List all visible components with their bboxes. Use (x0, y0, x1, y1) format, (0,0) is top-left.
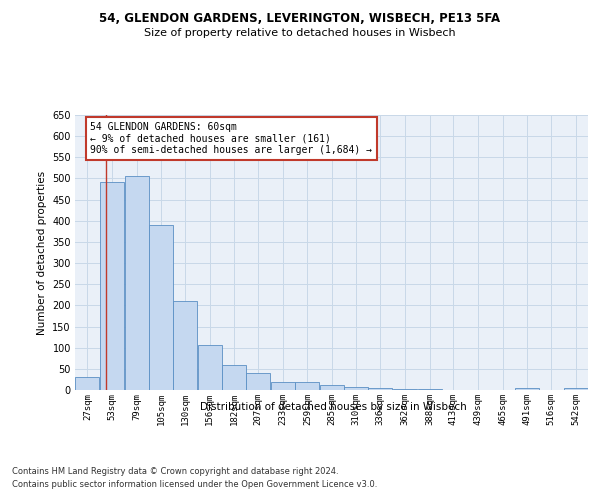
Bar (75, 378, 100, 390)
Bar (222, 365, 247, 390)
Y-axis label: Number of detached properties: Number of detached properties (37, 170, 47, 334)
Text: Contains HM Land Registry data © Crown copyright and database right 2024.: Contains HM Land Registry data © Crown c… (12, 468, 338, 476)
Bar (344, 386, 368, 390)
Bar (368, 388, 392, 390)
Bar (271, 382, 295, 390)
Text: 54 GLENDON GARDENS: 60sqm
← 9% of detached houses are smaller (161)
90% of semi-: 54 GLENDON GARDENS: 60sqm ← 9% of detach… (91, 122, 373, 155)
Bar (125, 176, 149, 390)
Text: Contains public sector information licensed under the Open Government Licence v3: Contains public sector information licen… (12, 480, 377, 489)
Text: 54, GLENDON GARDENS, LEVERINGTON, WISBECH, PE13 5FA: 54, GLENDON GARDENS, LEVERINGTON, WISBEC… (100, 12, 500, 26)
Bar (246, 372, 270, 390)
Bar (320, 386, 344, 390)
Bar (295, 382, 319, 390)
Bar (515, 388, 539, 390)
Text: Distribution of detached houses by size in Wisbech: Distribution of detached houses by size … (200, 402, 466, 412)
Bar (393, 389, 417, 390)
Bar (197, 344, 222, 390)
Bar (173, 301, 197, 390)
Bar (418, 389, 442, 390)
Text: Size of property relative to detached houses in Wisbech: Size of property relative to detached ho… (144, 28, 456, 38)
Bar (149, 225, 173, 390)
Bar (100, 182, 124, 390)
Bar (563, 388, 588, 390)
